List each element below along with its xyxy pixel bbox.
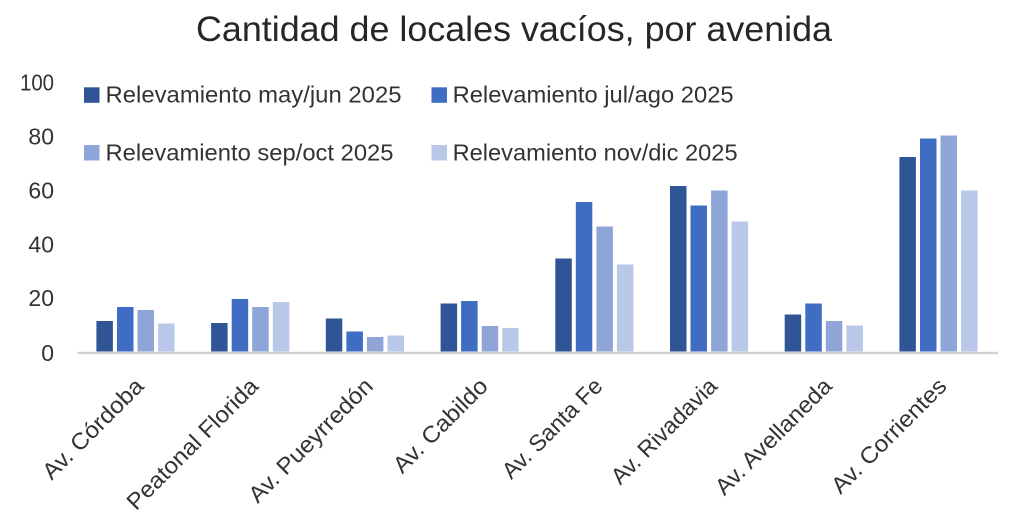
svg-text:100: 100 [20, 70, 54, 96]
svg-text:Cantidad de locales vacíos, po: Cantidad de locales vacíos, por avenida [196, 10, 833, 49]
svg-text:Relevamiento sep/oct 2025: Relevamiento sep/oct 2025 [106, 139, 394, 165]
svg-text:0: 0 [41, 340, 54, 366]
svg-text:60: 60 [28, 177, 54, 203]
svg-text:Relevamiento may/jun 2025: Relevamiento may/jun 2025 [106, 82, 402, 108]
svg-text:80: 80 [28, 124, 54, 150]
svg-text:40: 40 [28, 231, 54, 257]
svg-text:20: 20 [28, 285, 54, 311]
svg-text:Relevamiento nov/dic 2025: Relevamiento nov/dic 2025 [453, 139, 738, 165]
svg-text:Relevamiento jul/ago 2025: Relevamiento jul/ago 2025 [453, 82, 734, 108]
